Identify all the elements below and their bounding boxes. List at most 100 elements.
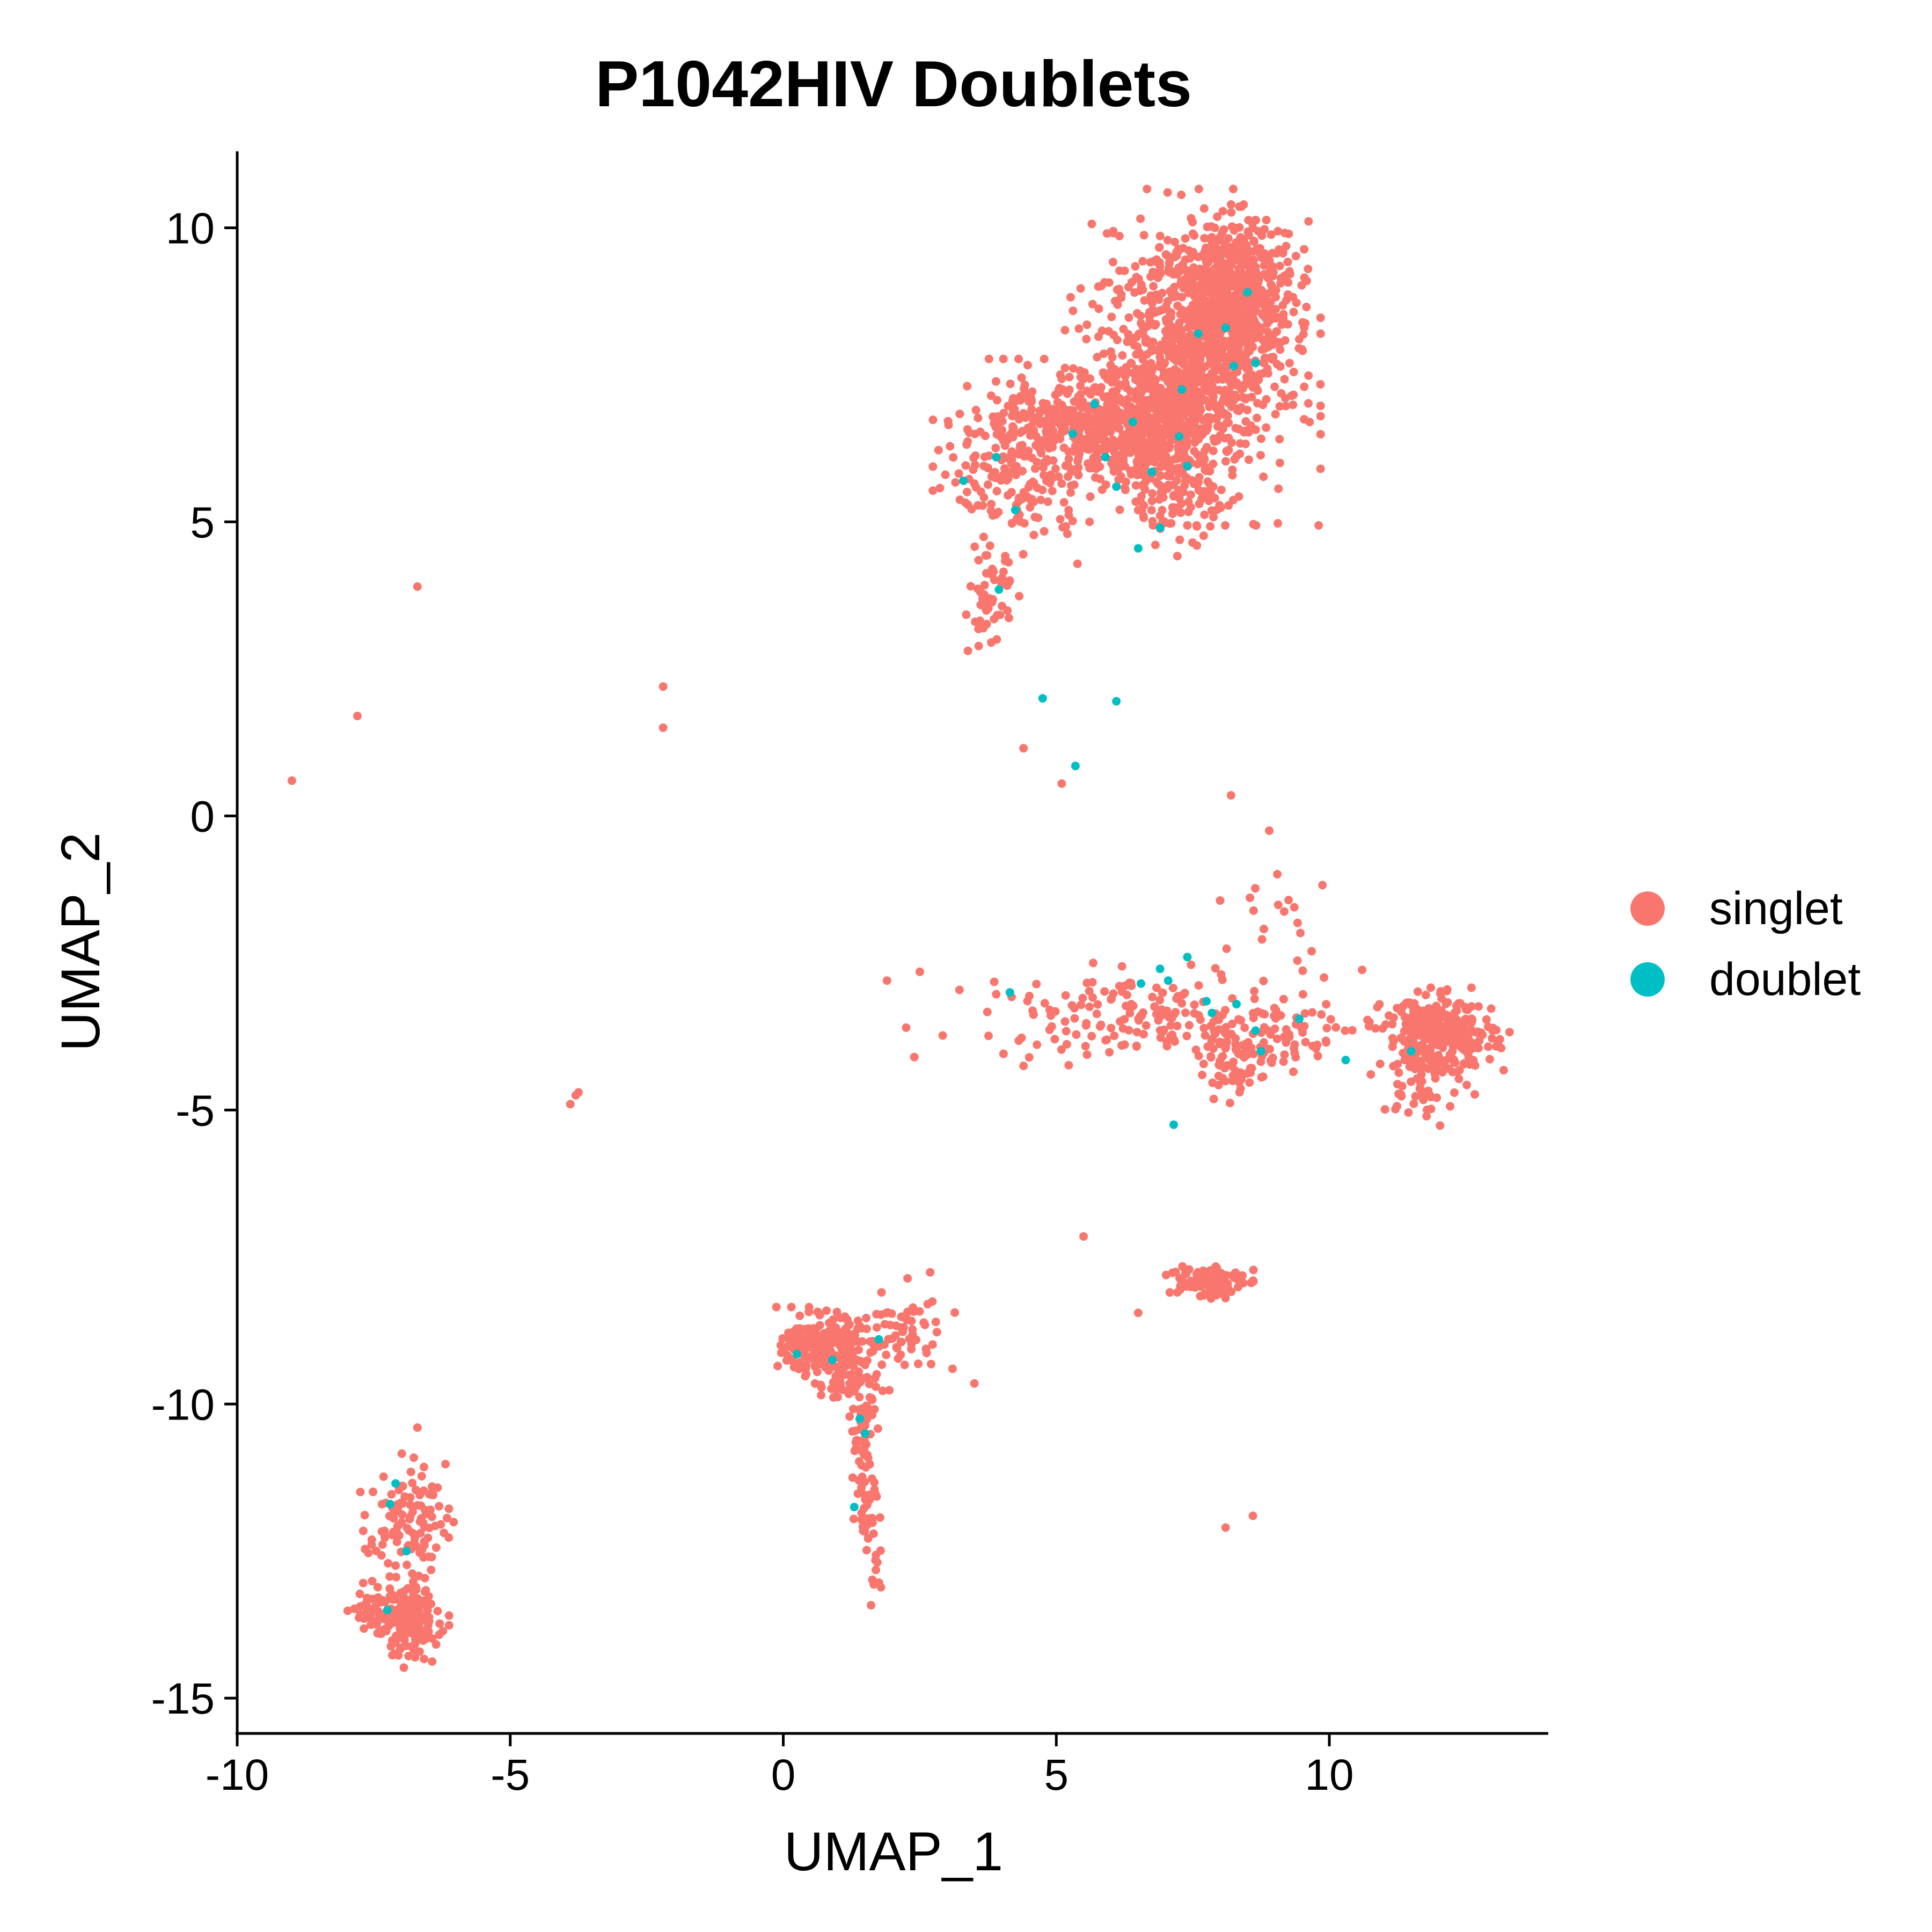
doublet-point (1090, 400, 1099, 409)
singlet-point (868, 1575, 877, 1584)
doublet-point (391, 1479, 400, 1488)
singlet-point (1290, 903, 1299, 912)
singlet-point (970, 429, 979, 438)
singlet-point (1051, 464, 1060, 473)
singlet-point (441, 1460, 450, 1469)
singlet-point (1407, 1077, 1416, 1086)
doublet-point (792, 1350, 801, 1359)
legend-swatch-doublet (1630, 962, 1665, 997)
singlet-point (979, 462, 989, 471)
singlet-point (1155, 353, 1165, 362)
singlet-point (1147, 361, 1156, 370)
singlet-point (420, 1599, 428, 1608)
singlet-point (882, 1350, 891, 1359)
singlet-point (1138, 257, 1147, 266)
singlet-point (1251, 376, 1260, 385)
singlet-point (399, 1663, 408, 1672)
singlet-point (1019, 1062, 1028, 1071)
singlet-point (831, 1323, 840, 1332)
singlet-point (435, 1630, 444, 1640)
singlet-point (1163, 188, 1172, 197)
singlet-point (1283, 320, 1292, 329)
singlet-point (1408, 1059, 1417, 1068)
singlet-point (980, 581, 989, 590)
singlet-point (1200, 288, 1209, 297)
singlet-point (1489, 1023, 1497, 1033)
singlet-point (1400, 1037, 1409, 1046)
singlet-point (1196, 425, 1205, 434)
singlet-point (1102, 229, 1111, 238)
singlet-point (1196, 1268, 1205, 1277)
singlet-point (413, 582, 422, 591)
singlet-point (1118, 351, 1127, 360)
singlet-point (1055, 418, 1064, 427)
singlet-point (358, 1578, 368, 1587)
singlet-point (444, 1611, 453, 1620)
singlet-point (1263, 327, 1272, 336)
singlet-point (566, 1100, 575, 1109)
singlet-point (1208, 1078, 1217, 1087)
singlet-point (1274, 519, 1283, 528)
singlet-point (1139, 402, 1148, 412)
singlet-point (1147, 299, 1157, 308)
singlet-point (963, 382, 972, 391)
singlet-point (1206, 413, 1215, 422)
doublet-point (1251, 358, 1260, 368)
doublet-point (1147, 467, 1157, 477)
singlet-point (1256, 324, 1265, 333)
singlet-point (1404, 1108, 1413, 1117)
singlet-point (1094, 304, 1103, 313)
singlet-point (1023, 493, 1033, 502)
singlet-point (795, 1311, 804, 1320)
singlet-point (1208, 345, 1217, 354)
singlet-point (1251, 884, 1260, 893)
doublet-point (1169, 1120, 1178, 1129)
singlet-point (1243, 250, 1252, 259)
singlet-point (1173, 552, 1182, 561)
singlet-point (1206, 1266, 1215, 1275)
singlet-point (1230, 455, 1239, 464)
singlet-point (1272, 1034, 1282, 1043)
singlet-point (1125, 1008, 1135, 1018)
singlet-point (1283, 290, 1292, 299)
singlet-point (1227, 438, 1236, 447)
singlet-point (1185, 343, 1194, 352)
singlet-point (1232, 1046, 1241, 1056)
singlet-point (1136, 214, 1145, 223)
singlet-point (1435, 1055, 1444, 1064)
doublet-point (383, 1605, 392, 1614)
singlet-point (999, 1049, 1008, 1058)
singlet-point (1283, 258, 1292, 267)
singlet-point (1045, 472, 1054, 481)
singlet-point (1257, 231, 1267, 240)
singlet-point (813, 1307, 822, 1316)
singlet-point (1375, 1059, 1385, 1069)
singlet-point (1109, 331, 1118, 340)
singlet-point (1289, 308, 1298, 317)
singlet-point (1017, 373, 1026, 382)
singlet-point (1366, 1070, 1375, 1079)
singlet-point (440, 1528, 449, 1538)
singlet-point (1451, 1058, 1460, 1067)
singlet-point (1181, 234, 1190, 243)
singlet-point (1304, 265, 1313, 274)
singlet-point (992, 635, 1001, 644)
singlet-point (1039, 405, 1048, 414)
singlet-point (1316, 412, 1325, 421)
singlet-point (1110, 462, 1119, 471)
singlet-point (1120, 1040, 1129, 1049)
singlet-point (1149, 257, 1158, 266)
singlet-point (1262, 341, 1271, 350)
singlet-point (848, 1346, 857, 1356)
singlet-point (1056, 434, 1065, 443)
singlet-point (1233, 338, 1242, 347)
singlet-point (1248, 1511, 1257, 1520)
singlet-point (1195, 414, 1204, 423)
singlet-point (862, 1450, 872, 1459)
singlet-point (815, 1336, 824, 1345)
singlet-point (449, 1518, 458, 1527)
singlet-point (1062, 1040, 1071, 1049)
singlet-point (863, 1514, 873, 1523)
singlet-point (1275, 458, 1284, 467)
singlet-point (1016, 396, 1025, 405)
